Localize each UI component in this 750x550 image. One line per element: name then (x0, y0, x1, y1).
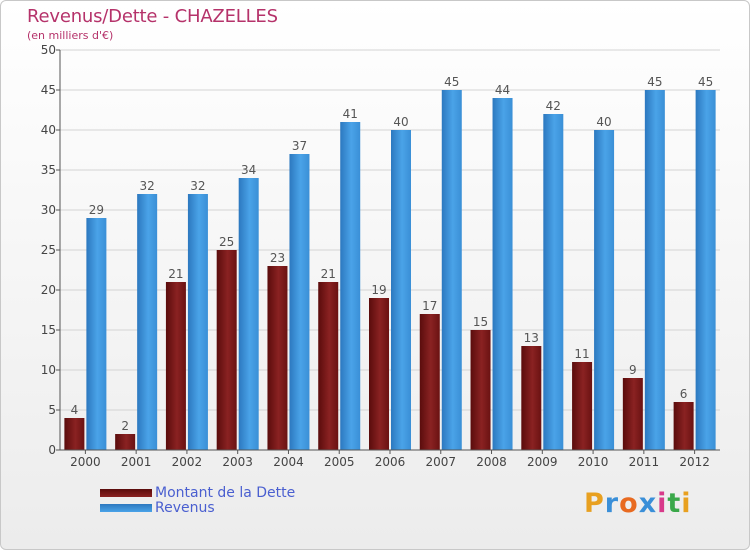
bar-dette (64, 418, 85, 450)
bar-dette (267, 266, 288, 450)
data-label-dette: 15 (473, 315, 488, 329)
legend-swatch-dette (100, 489, 152, 497)
bar-revenus (289, 154, 310, 450)
x-tick-label: 2001 (121, 455, 152, 469)
data-label-revenus: 45 (444, 75, 459, 89)
bar-dette (622, 378, 643, 450)
chart-title: Revenus/Dette - CHAZELLES (27, 6, 278, 27)
x-tick-label: 2009 (527, 455, 558, 469)
data-label-revenus: 40 (393, 115, 408, 129)
logo-letter: t (667, 488, 682, 519)
bar-revenus (644, 90, 665, 450)
bar-revenus (543, 114, 564, 450)
grid-lines (60, 49, 720, 451)
data-label-revenus: 40 (596, 115, 611, 129)
data-labels: 4 29 2 32 21 32 25 34 23 37 21 41 19 40 17 45 15 44 13 42 11… (71, 75, 714, 433)
bar-revenus (238, 178, 259, 450)
bar-dette (419, 314, 440, 450)
data-label-dette: 23 (270, 251, 285, 265)
legend-swatch-revenus (100, 504, 152, 512)
bar-revenus (137, 194, 158, 450)
logo-letter: x (638, 488, 658, 519)
bar-dette (673, 402, 694, 450)
logo-letter: i (681, 488, 692, 519)
data-label-revenus: 42 (546, 99, 561, 113)
bar-dette (165, 282, 186, 450)
y-tick-label: 50 (41, 43, 56, 57)
data-label-revenus: 41 (343, 107, 358, 121)
bar-dette (572, 362, 593, 450)
bar-dette (521, 346, 542, 450)
data-label-dette: 25 (219, 235, 234, 249)
data-label-dette: 9 (629, 363, 637, 377)
y-tick-label: 40 (41, 123, 56, 137)
data-label-revenus: 34 (241, 163, 256, 177)
data-label-dette: 17 (422, 299, 437, 313)
x-tick-label: 2003 (222, 455, 253, 469)
data-label-dette: 21 (321, 267, 336, 281)
x-tick-label: 2005 (324, 455, 355, 469)
data-label-revenus: 45 (698, 75, 713, 89)
legend-label-revenus: Revenus (155, 500, 215, 516)
bar-dette (216, 250, 237, 450)
data-label-dette: 4 (71, 403, 79, 417)
y-tick-label: 0 (48, 443, 56, 457)
axes: 0 5 10 15 20 25 30 35 40 45 50 2000 2001 2002 2003 2004… (41, 43, 720, 469)
x-tick-label: 2010 (578, 455, 609, 469)
bar-revenus (340, 122, 361, 450)
data-label-dette: 21 (168, 267, 183, 281)
bar-dette (369, 298, 389, 450)
bar-revenus (695, 90, 716, 450)
data-label-revenus: 45 (647, 75, 662, 89)
x-tick-label: 2002 (172, 455, 203, 469)
x-tick-label: 2012 (679, 455, 710, 469)
y-tick-label: 35 (41, 163, 56, 177)
x-tick-label: 2000 (70, 455, 101, 469)
proxiti-logo: Proxiti (584, 488, 692, 519)
y-tick-label: 25 (41, 243, 56, 257)
y-tick-label: 20 (41, 283, 56, 297)
x-tick-label: 2006 (375, 455, 406, 469)
logo-letter: o (619, 488, 639, 519)
bar-dette (115, 434, 136, 450)
bar-revenus (391, 130, 411, 450)
y-tick-label: 30 (41, 203, 56, 217)
x-tick-label: 2004 (273, 455, 304, 469)
data-label-revenus: 44 (495, 83, 510, 97)
bar-revenus (187, 194, 208, 450)
data-label-revenus: 32 (190, 179, 205, 193)
logo-letter: i (657, 488, 668, 519)
y-tick-label: 15 (41, 323, 56, 337)
y-tick-label: 5 (48, 403, 56, 417)
data-label-revenus: 32 (140, 179, 155, 193)
bar-revenus (492, 98, 513, 450)
x-tick-label: 2007 (425, 455, 456, 469)
data-label-dette: 2 (121, 419, 129, 433)
data-label-dette: 6 (680, 387, 688, 401)
data-label-dette: 13 (524, 331, 539, 345)
bars (64, 90, 716, 450)
data-label-revenus: 37 (292, 139, 307, 153)
chart-subtitle: (en milliers d'€) (27, 29, 114, 42)
bar-revenus (594, 130, 615, 450)
bar-dette (470, 330, 491, 450)
bar-revenus (86, 218, 107, 450)
y-tick-label: 45 (41, 83, 56, 97)
data-label-revenus: 29 (89, 203, 104, 217)
data-label-dette: 19 (371, 283, 386, 297)
legend-label-dette: Montant de la Dette (155, 485, 296, 501)
logo-letter: P (584, 488, 605, 519)
logo-letter: r (604, 488, 620, 519)
y-tick-label: 10 (41, 363, 56, 377)
bar-dette (318, 282, 339, 450)
x-tick-label: 2011 (629, 455, 660, 469)
x-tick-label: 2008 (476, 455, 507, 469)
data-label-dette: 11 (574, 347, 589, 361)
bar-revenus (441, 90, 462, 450)
